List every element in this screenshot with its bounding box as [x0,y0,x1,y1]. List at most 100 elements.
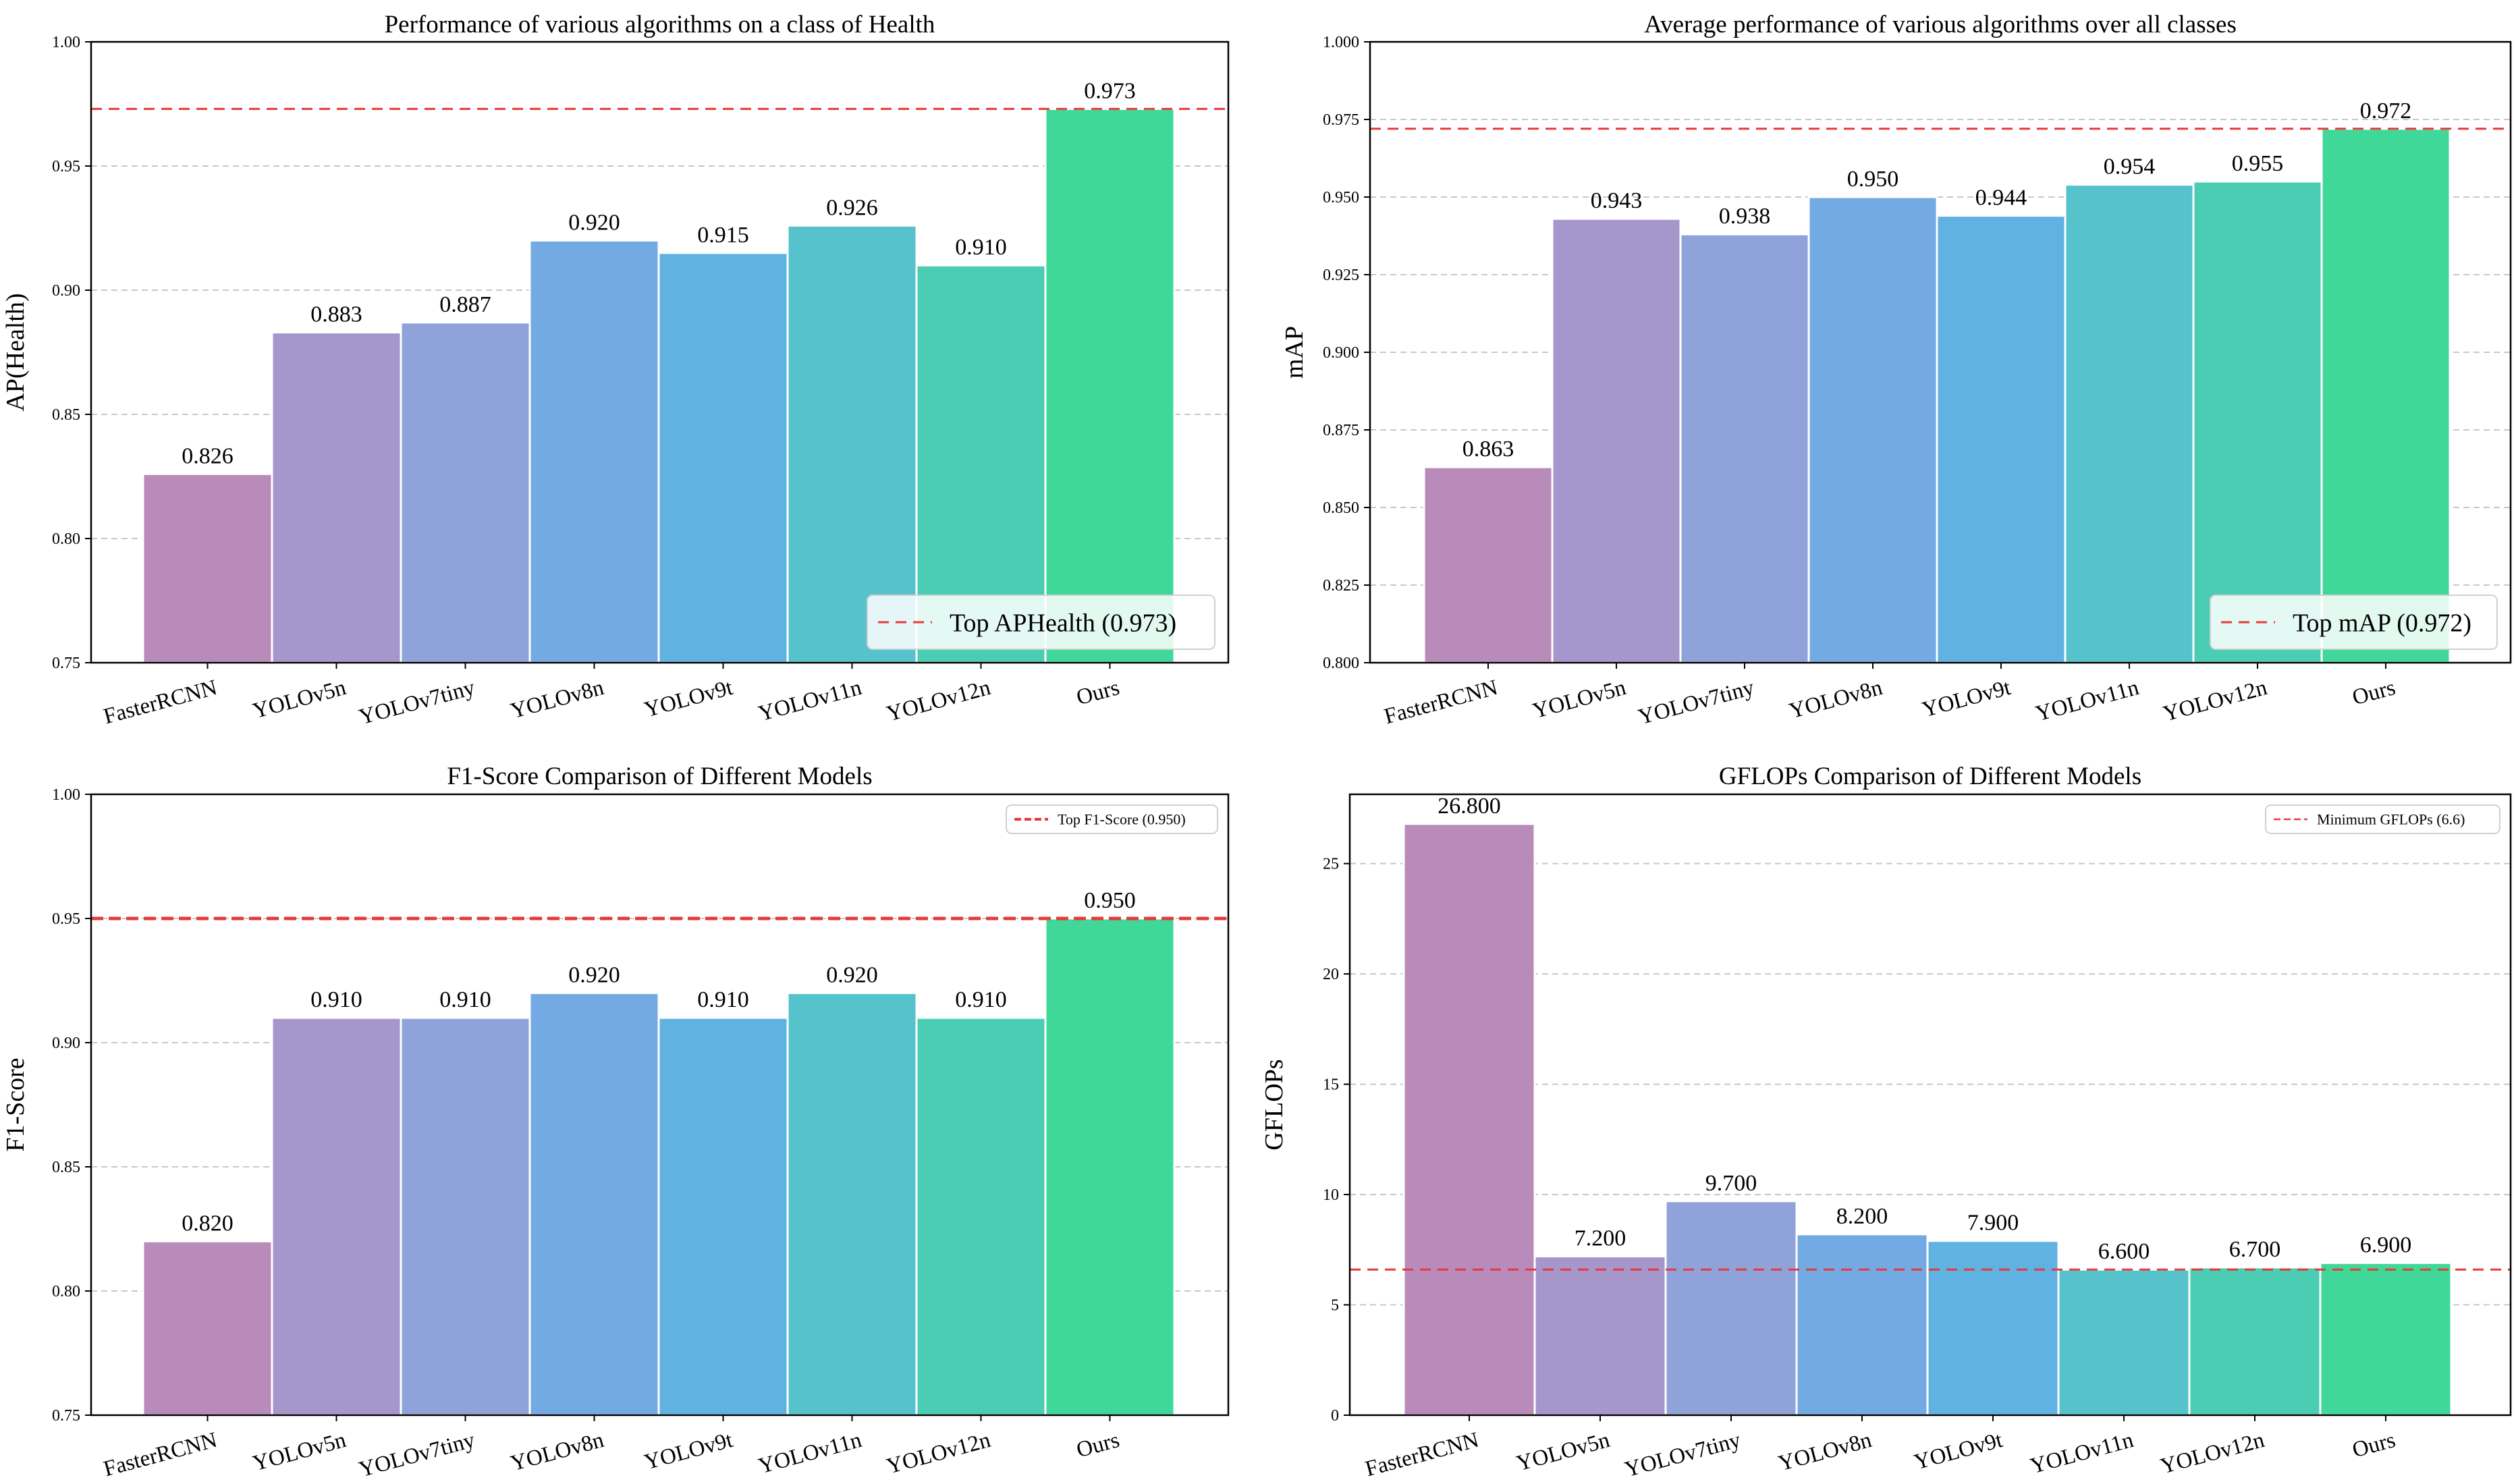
y-tick-label: 0.825 [1323,577,1359,595]
y-tick-label: 5 [1331,1297,1339,1315]
x-tick-label: Ours [1074,1428,1122,1462]
x-tick-label: YOLOv12n [2160,676,2270,727]
y-tick-label: 0.80 [52,1283,80,1300]
data-label: 0.910 [955,987,1007,1012]
bar-yolov11n [786,224,918,664]
bar-yolov9t [1926,1240,2060,1417]
chart-panel-2: 0.863 0.943 0.938 0.950 0.944 0.954 0.955 0.972… [1280,11,2512,730]
y-tick-label: 0.875 [1323,422,1359,439]
x-tick-label: YOLOv11n [2028,1428,2136,1479]
data-label: 0.820 [182,1211,234,1236]
x-tick-label: YOLOv5n [1530,676,1629,723]
x-tick-label: YOLOv12n [884,1428,993,1479]
legend: Top F1-Score (0.950) [1006,804,1218,834]
legend-label: Top APHealth (0.973) [950,609,1176,637]
bar-ours [1044,917,1176,1417]
legend-box [867,595,1215,650]
x-tick-label: YOLOv9t [1919,676,2013,722]
chart-panel-1: 0.826 0.883 0.887 0.920 0.915 0.926 0.910 0.973… [1,11,1230,730]
bar-yolov8n [1807,196,1938,664]
x-tick-label: YOLOv8n [1776,1428,1874,1476]
data-label: 0.910 [955,235,1007,260]
bar-yolov7tiny [1679,233,1810,664]
data-label: 0.954 [2104,155,2156,180]
bar-yolov12n [2188,1266,2322,1417]
y-tick-label: 1.000 [1323,34,1359,51]
y-tick-label: 0.950 [1323,189,1359,207]
y-tick-label: 0.75 [52,655,80,672]
bar-yolov5n [271,1016,402,1417]
bar-yolov8n [528,239,660,664]
bar-yolov12n [2192,180,2323,664]
legend: Minimum GFLOPs (6.6) [2265,804,2500,834]
x-tick-label: YOLOv5n [250,676,349,723]
chart-title: GFLOPs Comparison of Different Models [1719,763,2141,790]
data-label: 6.700 [2229,1237,2281,1262]
y-tick-label: 0.900 [1323,344,1359,362]
bar-ours [2319,1261,2453,1417]
y-tick-label: 0.75 [52,1407,80,1425]
bar-yolov5n [1533,1255,1667,1417]
data-label: 0.943 [1591,188,1643,213]
bar-ours [1044,107,1176,664]
legend: Top APHealth (0.973) [867,595,1215,650]
x-tick-label: FasterRCNN [1363,1428,1481,1481]
bar-yolov8n [528,991,660,1417]
bar-yolov7tiny [400,1016,531,1417]
y-tick-label: 20 [1323,966,1339,983]
x-tick-label: YOLOv12n [2158,1428,2267,1479]
bar-yolov7tiny [1664,1200,1798,1417]
data-label: 7.200 [1575,1226,1626,1251]
legend-label: Top F1-Score (0.950) [1058,811,1186,828]
chart-title: F1-Score Comparison of Different Models [447,763,872,790]
y-axis-label: GFLOPs [1260,1059,1288,1150]
x-tick-label: YOLOv5n [250,1428,349,1476]
y-tick-label: 0.85 [52,406,80,424]
y-tick-label: 0.90 [52,282,80,300]
legend-label: Top mAP (0.972) [2293,609,2471,637]
bar-yolov5n [271,331,402,664]
x-tick-label: YOLOv7tiny [1622,1428,1744,1482]
x-tick-label: YOLOv9t [1911,1428,2005,1475]
bar-yolov11n [2057,1268,2191,1417]
x-tick-label: YOLOv12n [884,676,993,727]
x-tick-label: YOLOv8n [508,1428,607,1476]
x-tick-label: Ours [1074,676,1122,710]
bar-fasterrcnn [1402,823,1536,1417]
data-label: 7.900 [1967,1211,2019,1236]
legend-box [2210,595,2498,650]
bar-yolov9t [1936,215,2067,664]
y-tick-label: 10 [1323,1186,1339,1204]
x-tick-label: Ours [2350,676,2398,710]
bar-yolov9t [657,1016,789,1417]
data-label: 0.920 [568,962,620,987]
x-tick-label: FasterRCNN [1382,676,1500,729]
bar-ours [2320,128,2451,664]
x-tick-label: YOLOv7tiny [356,676,478,730]
x-tick-label: YOLOv8n [508,676,607,723]
legend: Top mAP (0.972) [2210,595,2498,650]
data-label: 0.910 [310,987,362,1012]
bar-yolov11n [786,991,918,1417]
plot-frame [90,793,1230,1417]
legend-label: Minimum GFLOPs (6.6) [2317,811,2465,828]
x-tick-label: YOLOv5n [1514,1428,1612,1476]
x-tick-label: YOLOv9t [642,676,736,722]
data-label: 9.700 [1705,1171,1757,1196]
plot-frame [90,40,1230,664]
data-label: 6.900 [2360,1232,2412,1257]
legend-box [2265,804,2500,834]
bar-yolov9t [657,252,789,664]
y-tick-label: 0.80 [52,530,80,548]
data-label: 0.920 [568,210,620,235]
y-tick-label: 0.850 [1323,499,1359,517]
data-label: 0.973 [1084,78,1136,103]
data-label: 0.910 [439,987,491,1012]
y-tick-label: 0.925 [1323,267,1359,284]
bar-yolov5n [1551,217,1682,664]
x-tick-label: YOLOv8n [1786,676,1885,723]
x-tick-label: YOLOv11n [2033,676,2141,726]
data-label: 0.826 [182,443,234,468]
y-axis-label: AP(Health) [1,293,30,411]
y-tick-label: 1.00 [52,786,80,804]
